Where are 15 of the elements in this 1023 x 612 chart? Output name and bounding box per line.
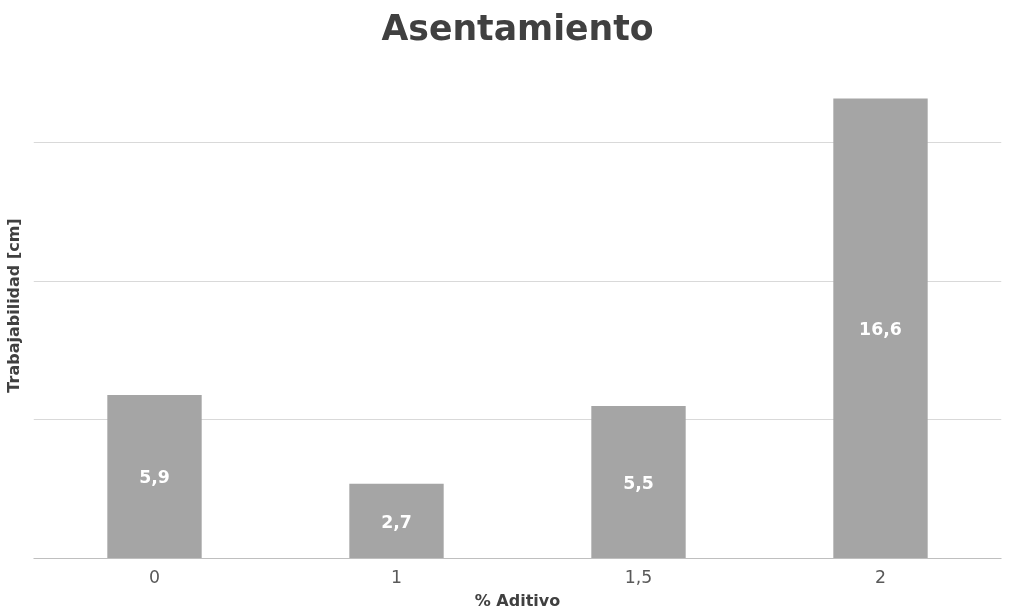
x-axis-title: % Aditivo bbox=[474, 590, 561, 610]
data-label: 2,7 bbox=[381, 511, 412, 532]
x-tick-label: 2 bbox=[874, 566, 887, 587]
x-tick-label: 1,5 bbox=[624, 566, 653, 587]
data-label: 16,6 bbox=[859, 319, 902, 339]
chart-title: Asentamiento bbox=[381, 7, 654, 48]
data-label: 5,5 bbox=[623, 472, 654, 493]
bar bbox=[833, 98, 928, 559]
y-axis-title: Trabajabilidad [cm] bbox=[3, 218, 23, 393]
bar bbox=[591, 406, 686, 559]
bar bbox=[107, 395, 202, 559]
x-tick-label: 0 bbox=[148, 566, 161, 587]
bar bbox=[349, 483, 444, 559]
data-label: 5,9 bbox=[139, 467, 170, 488]
x-tick-label: 1 bbox=[390, 566, 403, 587]
